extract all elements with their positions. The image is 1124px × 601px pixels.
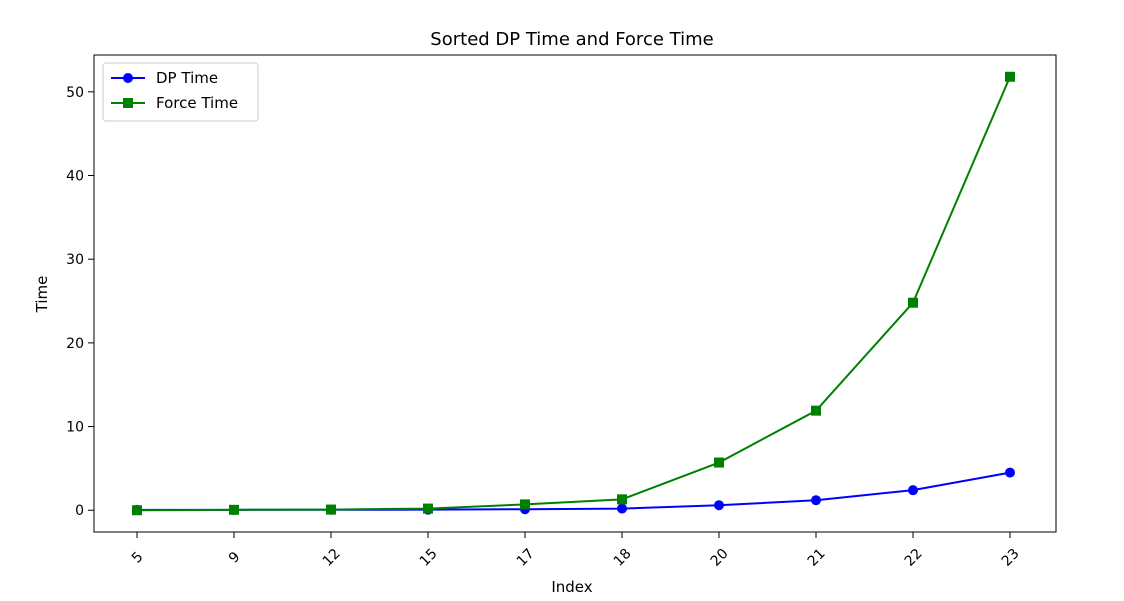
data-point-force-time [520, 499, 530, 510]
data-point-dp-time [908, 485, 918, 496]
x-tick-label: 20 [708, 546, 732, 570]
data-point-force-time [617, 494, 627, 505]
x-tick-label: 22 [902, 546, 926, 570]
y-tick-label: 50 [66, 85, 84, 101]
x-tick-label: 23 [999, 546, 1023, 570]
data-point-dp-time [1005, 467, 1015, 478]
plot-frame [93, 54, 1057, 533]
data-point-force-time [229, 504, 239, 515]
data-point-force-time [811, 405, 821, 416]
x-tick-label: 12 [320, 546, 344, 570]
x-tick-label: 18 [611, 546, 635, 570]
y-axis-title: Time [33, 276, 51, 314]
data-point-force-time [132, 505, 142, 516]
y-tick-label: 40 [66, 169, 84, 185]
legend-marker-force-time [123, 98, 133, 108]
series-line-dp-time [137, 471, 1011, 511]
y-tick-label: 10 [66, 420, 84, 436]
series-line-force-time [136, 76, 1011, 512]
data-point-force-time [908, 297, 918, 308]
legend: DP Time Force Time [102, 62, 259, 122]
y-tick-label: 30 [66, 252, 84, 268]
y-tick-label: 20 [66, 336, 84, 352]
legend-marker-dp-time [123, 73, 133, 83]
y-tick-label: 0 [75, 503, 84, 519]
data-point-force-time [326, 504, 336, 515]
x-axis-title: Index [551, 578, 592, 596]
plot-area: 0 10 20 30 40 50 5 9 12 15 17 18 20 21 22 23 [66, 54, 1057, 570]
chart-title: Sorted DP Time and Force Time [430, 29, 713, 50]
data-point-force-time [1005, 71, 1015, 82]
data-point-dp-time [617, 503, 627, 514]
data-point-dp-time [714, 500, 724, 511]
x-tick-label: 15 [417, 546, 441, 570]
data-point-force-time [423, 503, 433, 514]
legend-label-dp-time: DP Time [156, 69, 218, 87]
data-point-force-time [714, 457, 724, 468]
x-tick-label: 21 [805, 546, 829, 570]
x-tick-label: 5 [129, 549, 147, 567]
x-tick-label: 9 [226, 549, 244, 567]
data-point-dp-time [811, 495, 821, 506]
x-tick-label: 17 [514, 546, 538, 570]
legend-label-force-time: Force Time [156, 94, 238, 112]
